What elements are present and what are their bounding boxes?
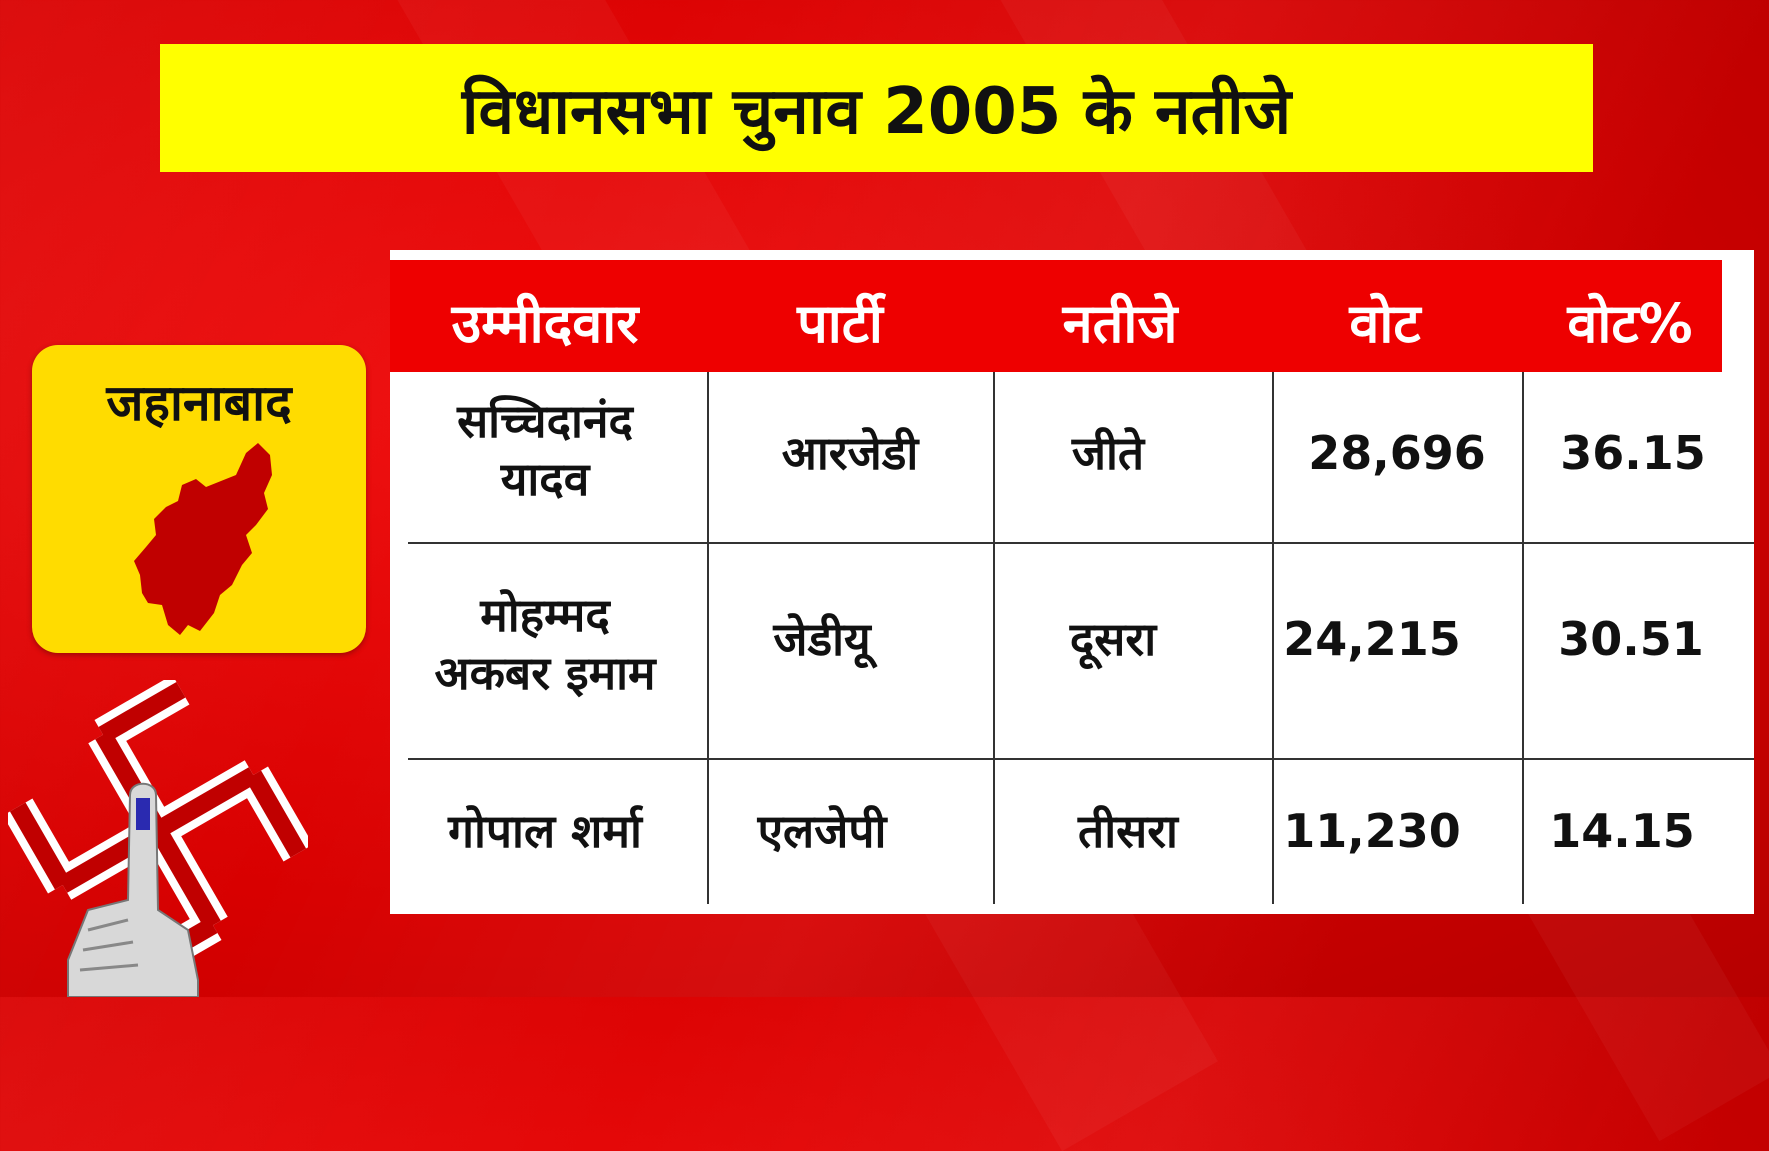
votes-cell: 24,215 <box>1283 612 1461 666</box>
candidate-name-line1: मोहम्मद <box>480 588 610 642</box>
header-vote-pct: वोट% <box>1567 292 1693 355</box>
candidate-name: गोपाल शर्मा <box>390 802 700 860</box>
row-divider <box>408 542 1754 544</box>
vote-pct-cell: 14.15 <box>1549 804 1695 858</box>
district-map-icon <box>134 443 272 635</box>
party-cell: जेडीयू <box>773 612 871 666</box>
header-result: नतीजे <box>1062 292 1178 355</box>
vote-pct-cell: 36.15 <box>1560 426 1706 480</box>
column-divider <box>707 372 709 904</box>
votes-cell: 11,230 <box>1283 804 1461 858</box>
candidate-name-line1: गोपाल शर्मा <box>448 804 642 858</box>
column-divider <box>1272 372 1274 904</box>
table-header: उम्मीदवार पार्टी नतीजे वोट वोट% <box>390 260 1722 372</box>
column-divider <box>1522 372 1524 904</box>
candidate-name-line2: यादव <box>500 452 590 506</box>
candidate-name-line2: अकबर इमाम <box>434 646 656 700</box>
header-party: पार्टी <box>797 292 883 355</box>
page-title: विधानसभा चुनाव 2005 के नतीजे <box>461 74 1292 149</box>
header-candidate: उम्मीदवार <box>451 292 639 355</box>
district-name: जहानाबाद <box>106 374 292 432</box>
vote-pct-cell: 30.51 <box>1558 612 1704 666</box>
result-cell: दूसरा <box>1069 612 1157 666</box>
header-votes: वोट <box>1349 292 1421 355</box>
candidate-name: मोहम्मद अकबर इमाम <box>390 586 700 702</box>
results-table: उम्मीदवार पार्टी नतीजे वोट वोट% सच्चिदान… <box>390 250 1754 914</box>
row-divider <box>408 758 1754 760</box>
result-cell: जीते <box>1071 426 1145 480</box>
candidate-name: सच्चिदानंद यादव <box>390 392 700 508</box>
candidate-name-line1: सच्चिदानंद <box>457 394 633 448</box>
district-card: जहानाबाद <box>32 345 366 653</box>
title-banner: विधानसभा चुनाव 2005 के नतीजे <box>160 44 1593 172</box>
party-cell: एलजेपी <box>757 804 887 858</box>
swastik-finger-icon <box>8 680 308 997</box>
votes-cell: 28,696 <box>1308 426 1486 480</box>
column-divider <box>993 372 995 904</box>
result-cell: तीसरा <box>1078 804 1178 858</box>
party-cell: आरजेडी <box>781 426 919 480</box>
